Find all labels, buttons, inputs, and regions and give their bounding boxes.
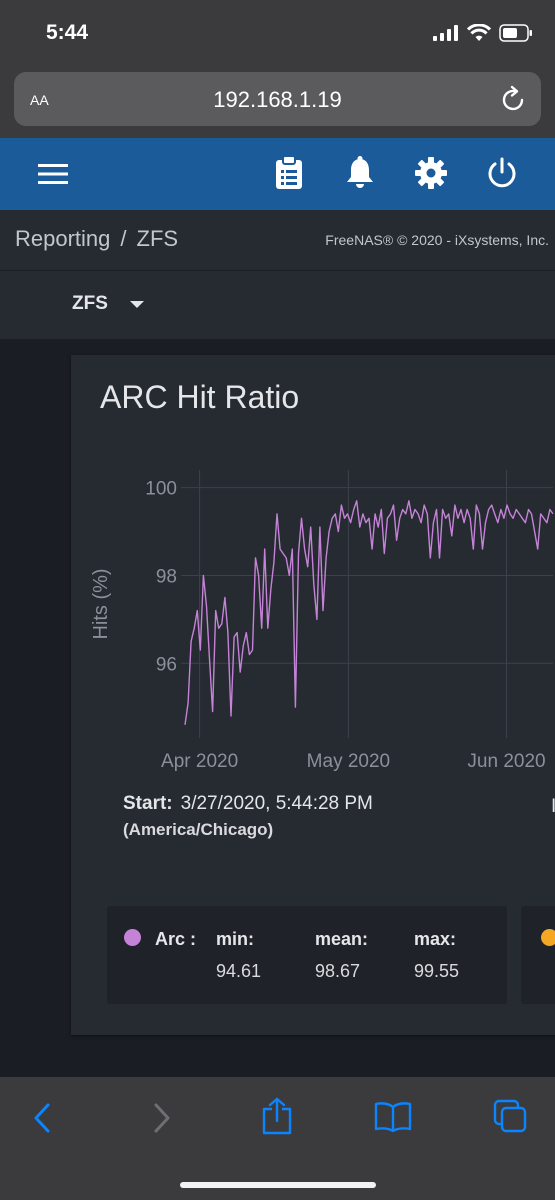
reload-icon[interactable] <box>501 85 527 113</box>
legend-second-series <box>521 906 555 1004</box>
breadcrumb-bar: Reporting / ZFS FreeNAS® © 2020 - iXsystem… <box>0 210 555 270</box>
x-tick-label: May 2020 <box>307 751 390 772</box>
back-icon[interactable] <box>32 1103 52 1133</box>
legend-max: max: 99.55 <box>414 929 459 982</box>
share-icon[interactable] <box>261 1097 293 1135</box>
url-text: 192.168.1.19 <box>213 87 342 112</box>
legend-color-dot <box>541 929 555 946</box>
app-toolbar <box>0 138 555 210</box>
breadcrumb-reporting[interactable]: Reporting <box>15 226 111 251</box>
tabs-icon[interactable] <box>493 1099 527 1133</box>
clipboard-icon[interactable] <box>275 156 303 190</box>
breadcrumb-separator: / <box>120 226 127 251</box>
legend-max-label: max: <box>414 929 457 949</box>
bookmarks-icon[interactable] <box>374 1101 412 1133</box>
battery-icon <box>499 24 532 42</box>
end-time-fragment: I <box>551 796 555 817</box>
legend-min: min: 94.61 <box>216 929 261 982</box>
gear-icon[interactable] <box>414 156 448 190</box>
legend-max-value: 99.55 <box>414 961 460 981</box>
start-time-block: Start: 3/27/2020, 5:44:28 PM (America/Chi… <box>123 793 373 840</box>
report-type-select[interactable]: ZFS <box>72 293 144 315</box>
legend-mean-value: 98.67 <box>315 961 361 981</box>
legend-mean-label: mean: <box>315 929 369 949</box>
dropdown-arrow-icon <box>129 300 144 308</box>
browser-address-area: AA 192.168.1.19 <box>0 68 555 138</box>
start-value: 3/27/2020, 5:44:28 PM <box>180 793 373 814</box>
legend-arc: Arc : min: 94.61 mean: 98.67 max: 99.55 <box>107 906 507 1004</box>
home-indicator <box>180 1182 376 1188</box>
power-icon[interactable] <box>486 156 518 190</box>
y-axis-label: Hits (%) <box>90 568 112 639</box>
y-tick-label: 96 <box>156 654 177 675</box>
wifi-icon <box>467 24 491 41</box>
x-tick-label: Apr 2020 <box>161 751 238 772</box>
start-time: Start: 3/27/2020, 5:44:28 PM <box>123 793 373 815</box>
menu-icon[interactable] <box>38 163 68 185</box>
signal-icon <box>433 25 458 41</box>
legend-min-label: min: <box>216 929 254 949</box>
legend-color-dot <box>124 929 141 946</box>
card-title: ARC Hit Ratio <box>100 379 300 415</box>
timezone: (America/Chicago) <box>123 820 274 839</box>
legend-min-value: 94.61 <box>216 961 262 981</box>
series-line-arc <box>184 500 554 725</box>
report-type-value: ZFS <box>72 293 108 314</box>
address-bar[interactable]: AA 192.168.1.19 <box>14 72 541 126</box>
report-selector-bar: ZFS <box>0 270 555 340</box>
text-size-button[interactable]: AA <box>30 87 49 111</box>
status-icons <box>433 24 533 42</box>
status-time: 5:44 <box>46 21 89 44</box>
start-label: Start: <box>123 793 173 814</box>
arc-hit-ratio-chart: 96 98 100 Apr 2020 May 2020 Jun 2020 Hits (%) <box>90 470 554 772</box>
arc-hit-ratio-card: ARC Hit Ratio 96 98 100 Apr 2020 May 2020 Jun… <box>71 355 555 1035</box>
text-size-label: AA <box>30 92 49 108</box>
status-bar: 5:44 <box>0 0 555 68</box>
y-tick-label: 100 <box>145 479 177 500</box>
breadcrumb-zfs: ZFS <box>136 226 179 251</box>
browser-bottom-bar <box>0 1077 555 1200</box>
x-tick-label: Jun 2020 <box>467 751 545 772</box>
copyright-text: FreeNAS® © 2020 - iXsystems, Inc. <box>325 232 549 248</box>
forward-icon <box>154 1103 170 1133</box>
legend-mean: mean: 98.67 <box>315 929 368 982</box>
y-tick-label: 98 <box>156 566 177 587</box>
bell-icon[interactable] <box>346 156 374 190</box>
legend-series-name: Arc : <box>155 929 197 949</box>
breadcrumb: Reporting / ZFS <box>15 226 178 252</box>
